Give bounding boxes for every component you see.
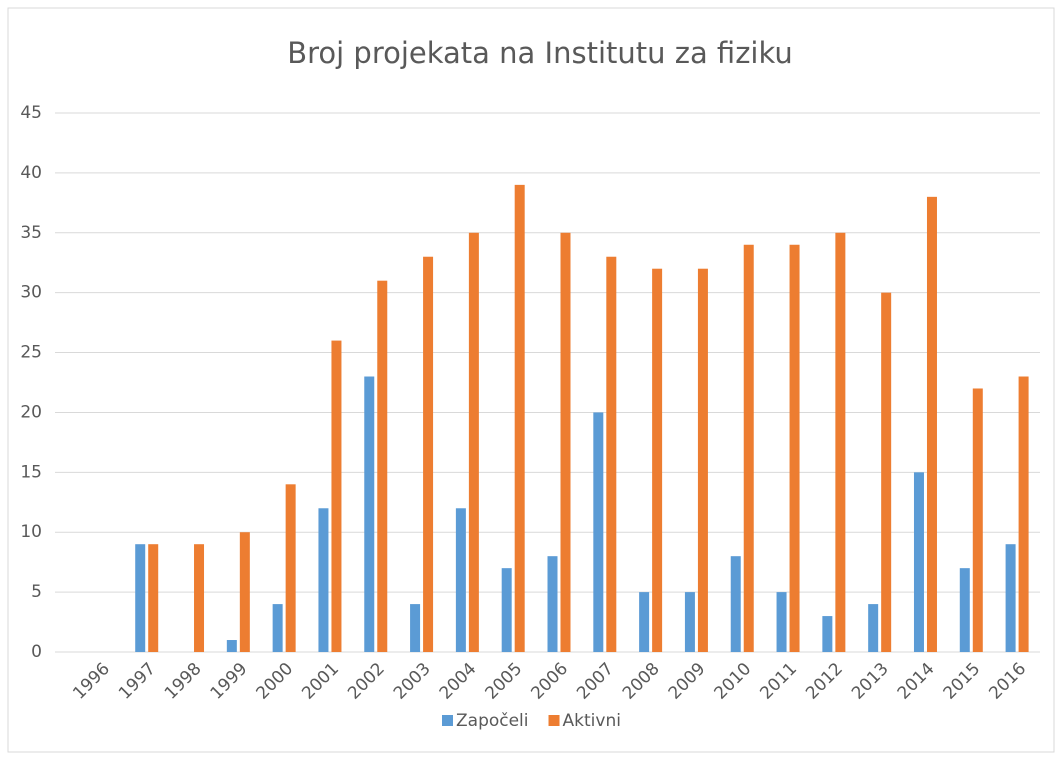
bar: [881, 292, 892, 652]
bar: [272, 604, 283, 652]
y-tick-label: 25: [20, 343, 42, 363]
bar: [730, 556, 741, 652]
bar: [835, 232, 846, 652]
bar: [468, 232, 479, 652]
y-tick-label: 0: [31, 642, 42, 662]
bar: [926, 196, 937, 652]
bar: [547, 556, 558, 652]
bar: [226, 640, 237, 652]
y-tick-label: 45: [20, 103, 42, 123]
bar: [318, 508, 329, 652]
bar: [135, 544, 146, 652]
bar: [194, 544, 205, 652]
bar: [455, 508, 466, 652]
legend-label: Aktivni: [563, 711, 621, 731]
bar: [789, 244, 800, 652]
y-tick-label: 5: [31, 582, 42, 602]
bar: [501, 568, 512, 652]
y-tick-label: 20: [20, 402, 42, 422]
bar: [593, 412, 604, 652]
bar: [239, 532, 250, 652]
bar: [959, 568, 970, 652]
legend-swatch: [442, 715, 453, 726]
y-tick-label: 30: [20, 283, 42, 303]
bar: [1018, 376, 1029, 652]
chart-title: Broj projekata na Institutu za fiziku: [287, 36, 793, 70]
bar: [1005, 544, 1016, 652]
y-tick-label: 40: [20, 163, 42, 183]
bar: [514, 184, 525, 652]
y-tick-label: 10: [20, 522, 42, 542]
bar: [377, 280, 388, 652]
y-tick-label: 15: [20, 462, 42, 482]
legend-swatch: [548, 715, 560, 726]
bar: [697, 268, 708, 652]
bar: [148, 544, 159, 652]
bar: [652, 268, 663, 652]
bar: [331, 340, 342, 652]
y-tick-label: 35: [20, 223, 42, 243]
bar: [364, 376, 375, 652]
bar: [822, 616, 833, 652]
bar: [776, 592, 787, 652]
bar: [285, 484, 296, 652]
bar: [606, 256, 617, 652]
bar: [410, 604, 421, 652]
bar: [743, 244, 754, 652]
chart-border: [7, 7, 1055, 753]
bar: [639, 592, 650, 652]
bar: [972, 388, 983, 652]
bar: [913, 472, 924, 652]
bar: [684, 592, 695, 652]
bar: [423, 256, 434, 652]
legend-label: Započeli: [456, 711, 529, 731]
bar: [868, 604, 879, 652]
bar: [560, 232, 571, 652]
